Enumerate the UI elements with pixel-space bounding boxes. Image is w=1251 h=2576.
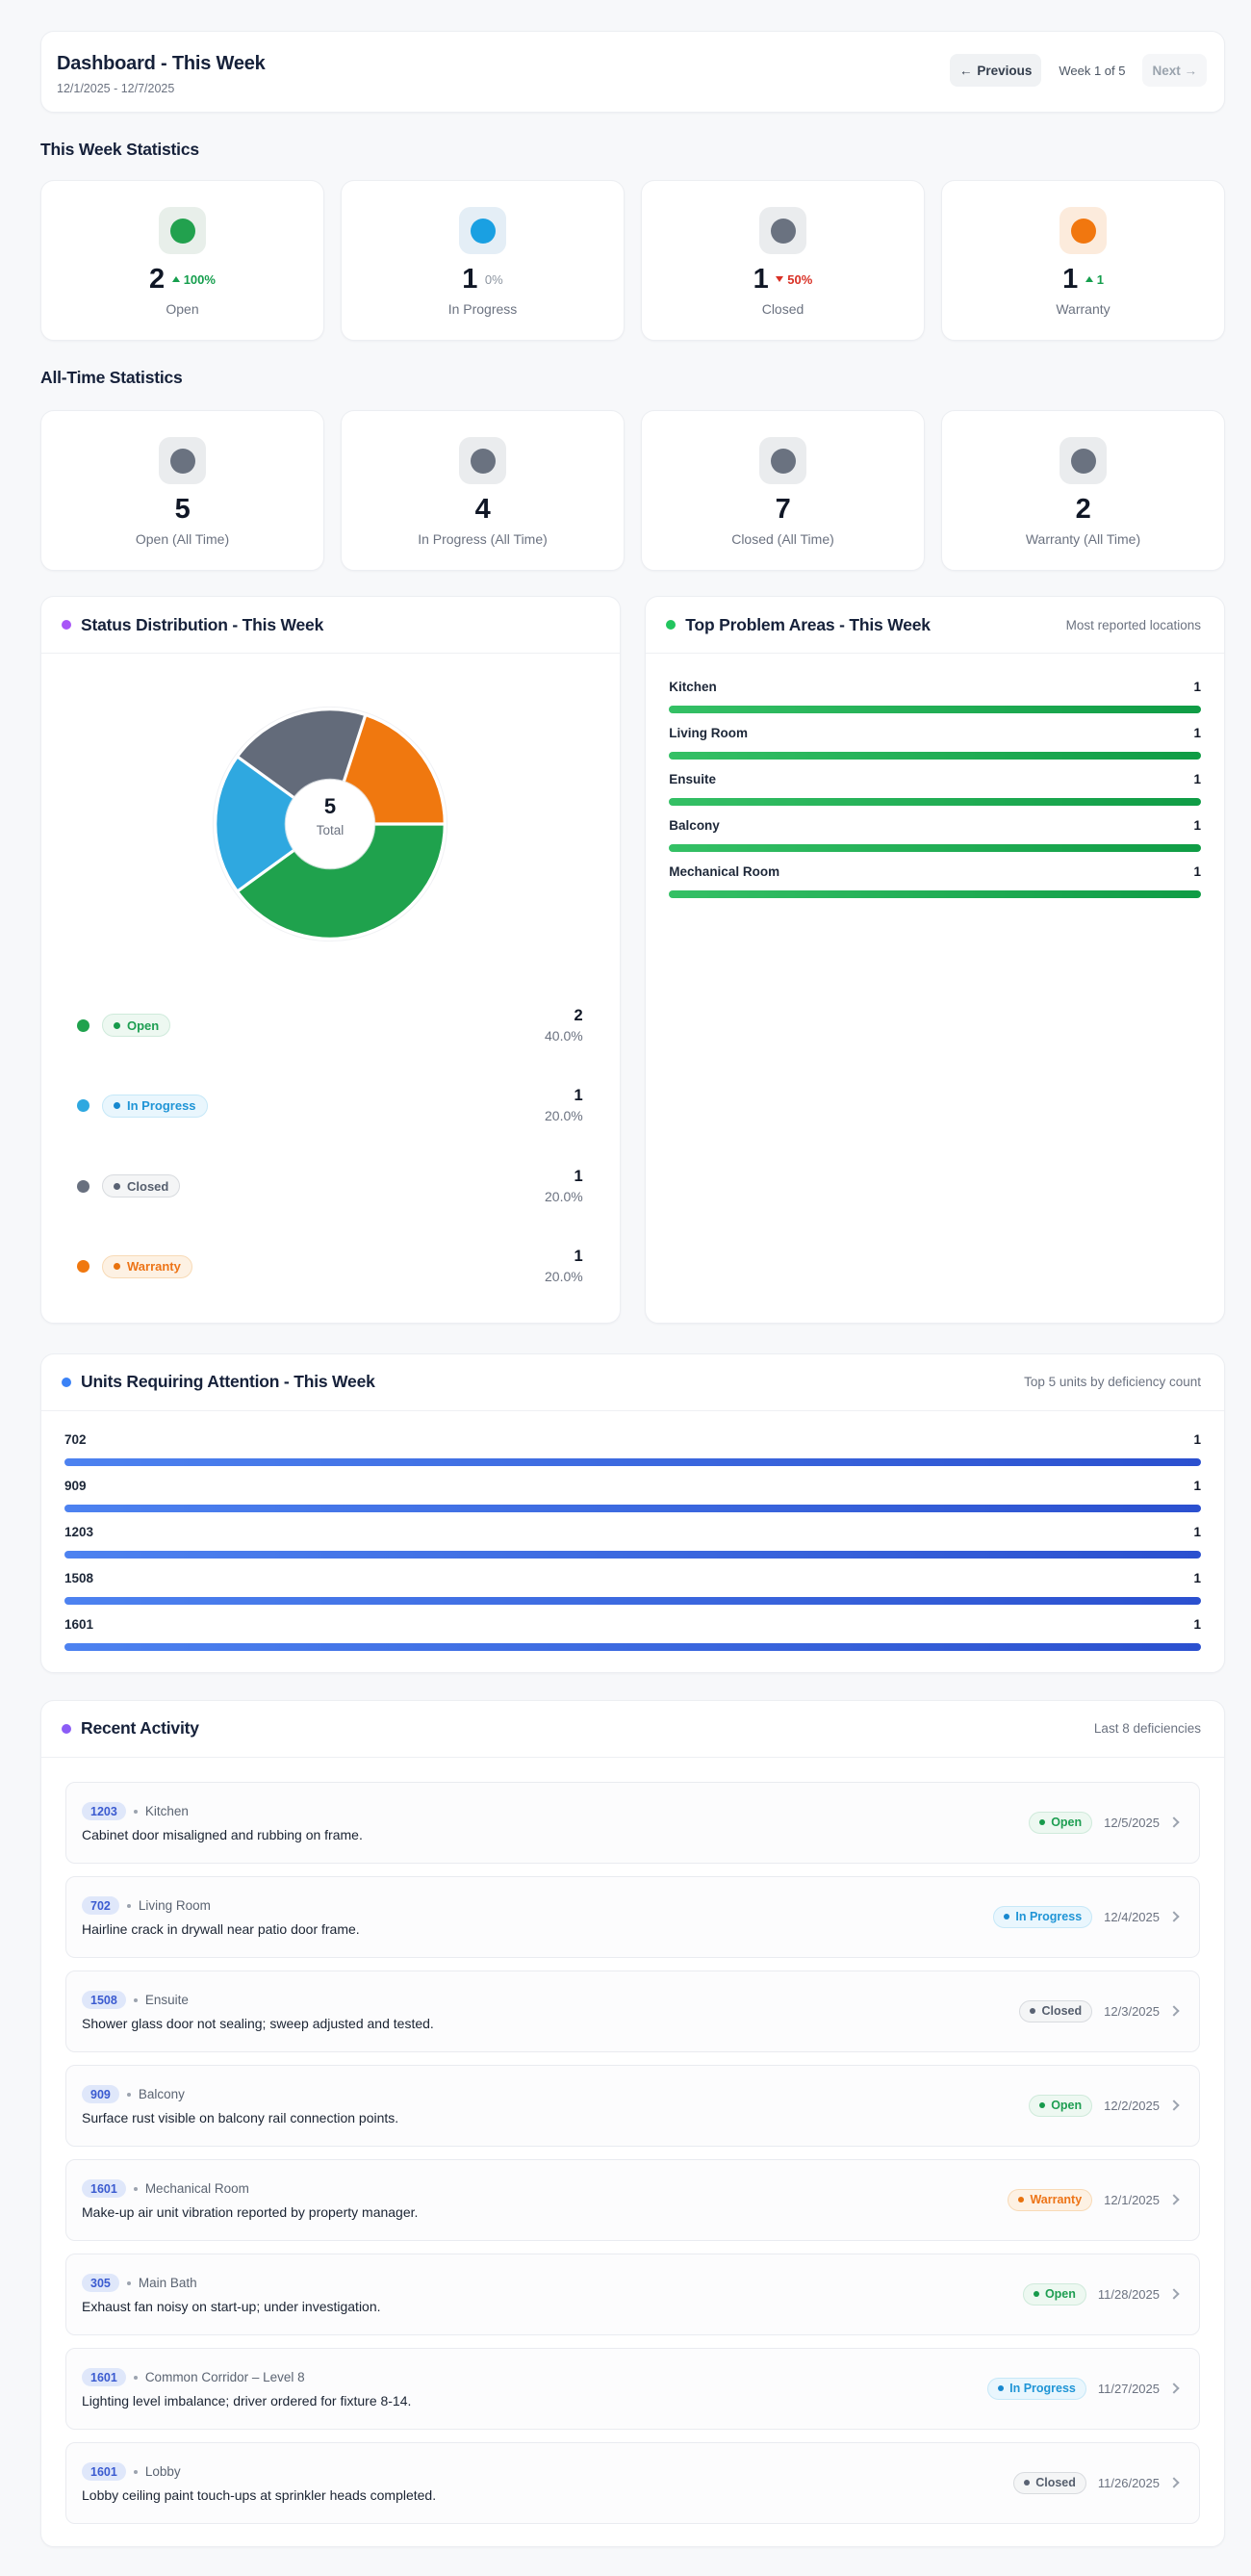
svg-text:Total: Total [317,823,345,837]
svg-text:5: 5 [324,794,336,818]
